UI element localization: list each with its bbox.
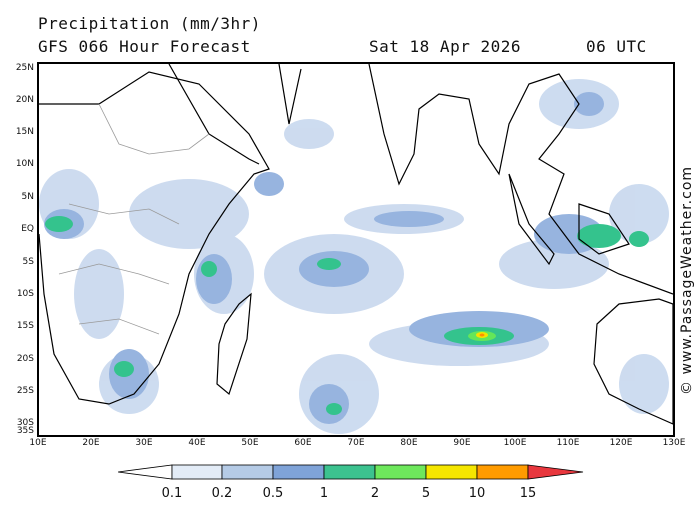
lat-label: 20N bbox=[15, 95, 34, 105]
legend-label: 0.2 bbox=[211, 486, 233, 501]
lon-label: 120E bbox=[609, 438, 633, 448]
lat-label: 30S bbox=[16, 418, 34, 428]
lat-label: 15N bbox=[15, 127, 34, 137]
legend-swatch bbox=[221, 464, 274, 480]
legend-label: 10 bbox=[468, 486, 486, 501]
lon-label: 70E bbox=[347, 438, 365, 448]
lat-label: EQ bbox=[21, 224, 34, 234]
lat-label: 10N bbox=[15, 159, 34, 169]
precipitation-map bbox=[37, 62, 675, 437]
lat-label: 25N bbox=[15, 63, 34, 73]
legend-swatch bbox=[118, 464, 173, 480]
color-legend-bar bbox=[118, 464, 584, 480]
site-credit: © www.PassageWeather.com bbox=[679, 165, 695, 395]
forecast-date: Sat 18 Apr 2026 bbox=[369, 37, 521, 56]
lon-label: 10E bbox=[29, 438, 47, 448]
lon-label: 100E bbox=[503, 438, 527, 448]
legend-swatch bbox=[323, 464, 376, 480]
lat-label: 20S bbox=[16, 354, 34, 364]
legend-label: 5 bbox=[421, 486, 431, 501]
legend-label: 2 bbox=[370, 486, 380, 501]
legend-swatch bbox=[476, 464, 529, 480]
precip-intense bbox=[468, 331, 496, 341]
lat-label: 15S bbox=[16, 321, 34, 331]
lat-label: 35S bbox=[16, 426, 34, 436]
coastlines bbox=[39, 64, 673, 425]
lon-label: 40E bbox=[188, 438, 206, 448]
lon-label: 90E bbox=[453, 438, 471, 448]
legend-swatch bbox=[171, 464, 223, 480]
chart-title: Precipitation (mm/3hr) bbox=[38, 14, 261, 33]
legend-swatch bbox=[374, 464, 427, 480]
lon-label: 110E bbox=[556, 438, 580, 448]
legend-swatch bbox=[425, 464, 478, 480]
lon-label: 80E bbox=[400, 438, 418, 448]
legend-label: 15 bbox=[519, 486, 537, 501]
lon-label: 60E bbox=[294, 438, 312, 448]
map-canvas bbox=[39, 64, 673, 434]
legend-label: 0.1 bbox=[161, 486, 183, 501]
forecast-time: 06 UTC bbox=[586, 37, 647, 56]
legend-swatch bbox=[272, 464, 325, 480]
legend-label: 1 bbox=[319, 486, 329, 501]
lon-label: 130E bbox=[662, 438, 686, 448]
lon-label: 50E bbox=[241, 438, 259, 448]
lat-label: 25S bbox=[16, 386, 34, 396]
forecast-label: GFS 066 Hour Forecast bbox=[38, 37, 251, 56]
country-borders bbox=[58, 103, 210, 335]
lat-label: 5N bbox=[21, 192, 34, 202]
legend-label: 0.5 bbox=[262, 486, 284, 501]
lat-label: 10S bbox=[16, 289, 34, 299]
legend-swatch bbox=[527, 464, 584, 480]
lon-label: 20E bbox=[82, 438, 100, 448]
lat-label: 5S bbox=[22, 257, 34, 267]
lon-label: 30E bbox=[135, 438, 153, 448]
